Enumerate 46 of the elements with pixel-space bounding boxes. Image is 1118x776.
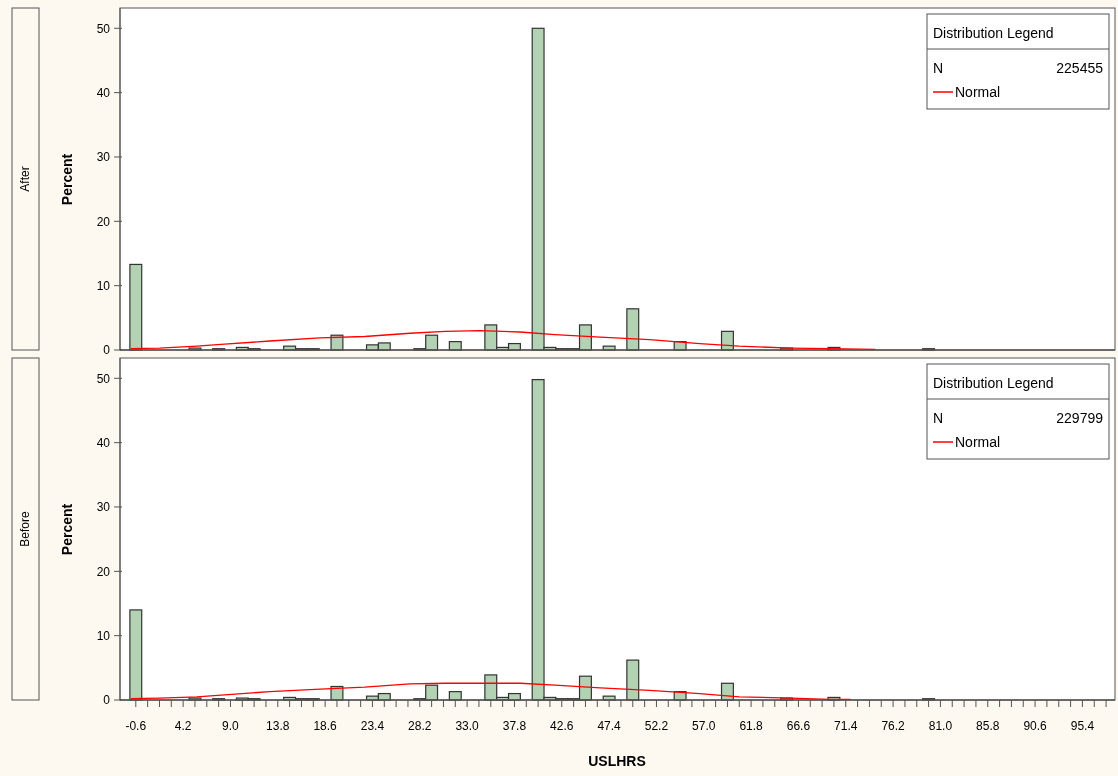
y-axis-title: Percent — [59, 153, 75, 206]
x-tick-label: 33.0 — [455, 719, 480, 733]
x-tick-label: 18.6 — [313, 719, 338, 733]
y-tick-label: 50 — [96, 21, 111, 36]
x-tick-label: -0.6 — [125, 719, 147, 733]
annotation: 229799 — [1056, 410, 1104, 426]
text: Before — [18, 511, 32, 547]
y-tick-label: 0 — [103, 343, 111, 358]
x-tick-label: 57.0 — [692, 719, 716, 733]
x-tick-label: 9.0 — [222, 719, 240, 733]
x-tick-label: 95.4 — [1070, 719, 1095, 733]
legend-label: Normal — [955, 434, 1001, 450]
x-tick-label: 52.2 — [644, 719, 669, 733]
x-tick-label: 81.0 — [928, 719, 953, 733]
x-tick-label: 4.2 — [174, 719, 192, 733]
x-tick-label: 61.8 — [739, 719, 764, 733]
x-tick-label: 90.6 — [1023, 719, 1048, 733]
annotation: N — [933, 60, 944, 76]
y-tick-label: 30 — [96, 150, 111, 165]
y-tick-label: 40 — [96, 435, 111, 450]
x-tick-label: 28.2 — [408, 719, 432, 733]
x-tick-label: 85.8 — [976, 719, 1000, 733]
text: After — [18, 166, 32, 192]
y-tick-label: 10 — [96, 628, 111, 643]
x-tick-label: 66.6 — [786, 719, 811, 733]
y-tick-label: 20 — [96, 564, 111, 579]
legend-title: Distribution Legend — [933, 25, 1054, 41]
y-tick-label: 10 — [96, 278, 111, 293]
x-tick-label: 42.6 — [550, 719, 574, 733]
x-axis-title: USLHRS — [588, 753, 646, 769]
x-tick-label: 47.4 — [597, 719, 622, 733]
y-tick-label: 40 — [96, 85, 111, 100]
x-tick-label: 13.8 — [266, 719, 290, 733]
y-tick-label: 30 — [96, 500, 111, 515]
y-tick-label: 50 — [96, 371, 111, 386]
annotation: 225455 — [1056, 60, 1104, 76]
x-tick-label: 76.2 — [881, 719, 906, 733]
y-tick-label: 20 — [96, 214, 111, 229]
legend-title: Distribution Legend — [933, 375, 1054, 391]
x-tick-label: 23.4 — [360, 719, 385, 733]
x-tick-label: 71.4 — [834, 719, 858, 733]
x-tick-label: 37.8 — [502, 719, 527, 733]
annotation: N — [933, 410, 944, 426]
legend-label: Normal — [955, 84, 1001, 100]
y-axis-title: Percent — [59, 503, 75, 556]
y-tick-label: 0 — [103, 693, 111, 708]
